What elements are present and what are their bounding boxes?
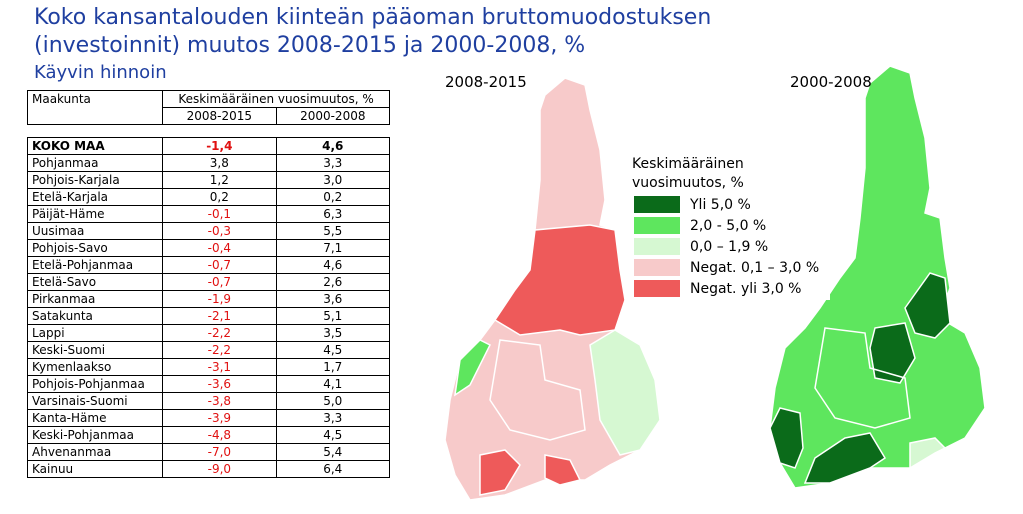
header-row: 2008-2015 2000-2008	[28, 107, 391, 125]
map-label: 2000-2008	[790, 73, 872, 91]
header-cell: Maakunta	[26, 90, 164, 125]
map-2008-2015	[444, 77, 661, 501]
title: Koko kansantalouden kiinteän pääoman bru…	[34, 4, 711, 60]
table-row: Pohjois-Pohjanmaa -3,6 4,1	[26, 375, 391, 393]
legend: Yli 5,0 % 2,0 - 5,0 % 0,0 – 1,9 % Negat. 0,…	[634, 196, 819, 297]
header-row: Maakunta Keskimääräinen vuosimuutos, %	[26, 90, 390, 125]
legend-label: 2,0 - 5,0 %	[690, 218, 766, 234]
value-cell: 3,3	[275, 409, 391, 427]
title-line: (investoinnit) muutos 2008-2015 ja 2000-…	[34, 33, 586, 58]
legend-label: Yli 5,0 %	[689, 197, 751, 213]
value-cell: -9,0	[162, 460, 277, 478]
header-cell: 2000-2008	[275, 107, 391, 125]
region-cell: Keski-Pohjanmaa	[26, 426, 164, 444]
legend-swatch	[634, 259, 680, 276]
subtitle: Käyvin hinnoin	[34, 62, 167, 83]
value-cell: -0,7	[162, 256, 277, 274]
region-cell: Etelä-Savo	[26, 273, 164, 291]
title-line: Koko kansantalouden kiinteän pääoman bru…	[34, 5, 712, 30]
header-cell: 2008-2015	[162, 107, 277, 125]
region-cell: Kainuu	[26, 460, 164, 478]
legend-swatch	[634, 217, 680, 234]
table-row: Uusimaa -0,3 5,5	[26, 222, 391, 240]
region-cell: Pohjois-Pohjanmaa	[26, 375, 164, 393]
legend-label: Negat. 0,1 – 3,0 %	[690, 260, 819, 276]
region-cell: Pirkanmaa	[26, 290, 164, 308]
value-cell: 3,5	[275, 324, 391, 342]
table-row: Etelä-Karjala 0,2 0,2	[26, 188, 391, 206]
header-cell: Keskimääräinen vuosimuutos, %	[162, 90, 390, 108]
legend-label: 0,0 – 1,9 %	[690, 239, 768, 255]
region-cell: Etelä-Pohjanmaa	[26, 256, 164, 274]
legend-title: vuosimuutos, %	[632, 175, 744, 191]
table-row: Etelä-Pohjanmaa -0,7 4,6	[26, 256, 391, 274]
value-cell: -0,1	[162, 205, 277, 223]
legend-title: Keskimääräinen	[632, 156, 744, 172]
value-cell: 6,4	[275, 460, 391, 478]
table-row: Etelä-Savo -0,7 2,6	[26, 273, 391, 291]
table-row: KOKO MAA -1,4 4,6	[26, 137, 391, 155]
data-table: Maakunta Keskimääräinen vuosimuutos, % 2…	[26, 90, 391, 478]
table-row: Varsinais-Suomi -3,8 5,0	[26, 392, 391, 410]
table-row: Keski-Suomi -2,2 4,5	[26, 341, 391, 359]
region-cell: Pohjois-Savo	[26, 239, 164, 257]
table-row: Kainuu -9,0 6,4	[26, 460, 391, 478]
region-cell: Uusimaa	[26, 222, 164, 240]
legend-swatch	[634, 238, 680, 255]
map-label: 2008-2015	[445, 73, 527, 91]
value-cell: 4,5	[275, 426, 391, 444]
value-cell: -3,1	[162, 358, 277, 376]
value-cell: -0,3	[162, 222, 277, 240]
table-row: Lappi -2,2 3,5	[26, 324, 391, 342]
legend-swatch	[634, 280, 680, 297]
value-cell: -1,4	[162, 137, 277, 155]
map-2000-2008	[769, 65, 986, 489]
region-cell: Kanta-Häme	[26, 409, 164, 427]
table-row: Kanta-Häme -3,9 3,3	[26, 409, 391, 427]
region-cell: Kymenlaakso	[26, 358, 164, 376]
table-row: Päijät-Häme -0,1 6,3	[26, 205, 391, 223]
legend-label: Negat. yli 3,0 %	[690, 281, 801, 297]
table-row: Kymenlaakso -3,1 1,7	[26, 358, 391, 376]
value-cell: 0,2	[162, 188, 277, 206]
value-cell: 4,6	[275, 256, 391, 274]
legend-swatch	[634, 196, 680, 213]
value-cell: 3,6	[275, 290, 391, 308]
